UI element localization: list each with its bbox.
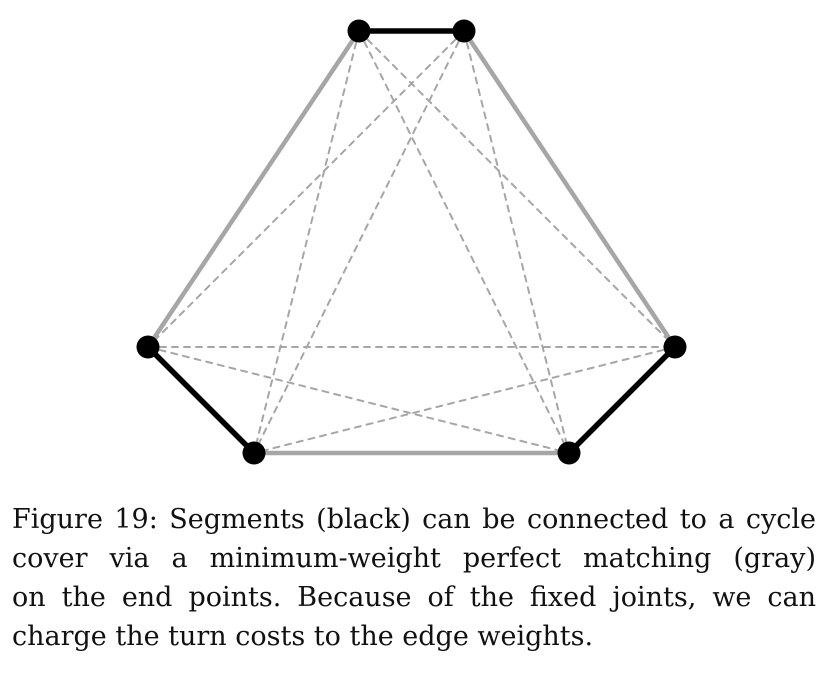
candidate-edge-top-left-mid-right bbox=[358, 30, 676, 348]
candidate-edge-top-left-bottom-left bbox=[253, 30, 360, 454]
end-point-mid-left bbox=[136, 335, 160, 359]
caption-line-2: cover via a minimum-weight perfect match… bbox=[12, 543, 816, 574]
candidate-edge-top-right-bottom-right bbox=[463, 30, 570, 454]
segment-mid-left-bottom-left bbox=[145, 344, 257, 456]
end-point-mid-right bbox=[663, 335, 687, 359]
matching-edges bbox=[145, 28, 678, 456]
caption-line-3: on the end points. Because of the fixed … bbox=[12, 582, 816, 613]
caption-line-1: Figure 19: Segments (black) can be conne… bbox=[12, 504, 816, 535]
matching-edge-top-right-mid-right bbox=[461, 28, 678, 350]
matching-edge-top-left-mid-left bbox=[145, 28, 362, 350]
candidate-edge-top-right-bottom-left bbox=[253, 30, 465, 454]
caption-line-4: charge the turn costs to the edge weight… bbox=[12, 621, 594, 652]
candidate-edges bbox=[147, 30, 676, 454]
candidate-edge-top-left-bottom-right bbox=[358, 30, 570, 454]
segment-mid-right-bottom-right bbox=[566, 344, 678, 456]
end-points bbox=[136, 19, 687, 465]
candidate-edge-mid-left-bottom-right bbox=[147, 346, 570, 454]
segments bbox=[145, 28, 678, 456]
candidate-edge-top-right-mid-left bbox=[147, 30, 465, 348]
end-point-bottom-left bbox=[242, 441, 266, 465]
figure-caption: Figure 19: Segments (black) can be conne… bbox=[12, 500, 816, 656]
end-point-top-right bbox=[452, 19, 476, 43]
end-point-bottom-right bbox=[557, 441, 581, 465]
cycle-cover-diagram bbox=[136, 19, 687, 465]
end-point-top-left bbox=[347, 19, 371, 43]
candidate-edge-mid-right-bottom-left bbox=[253, 346, 676, 454]
